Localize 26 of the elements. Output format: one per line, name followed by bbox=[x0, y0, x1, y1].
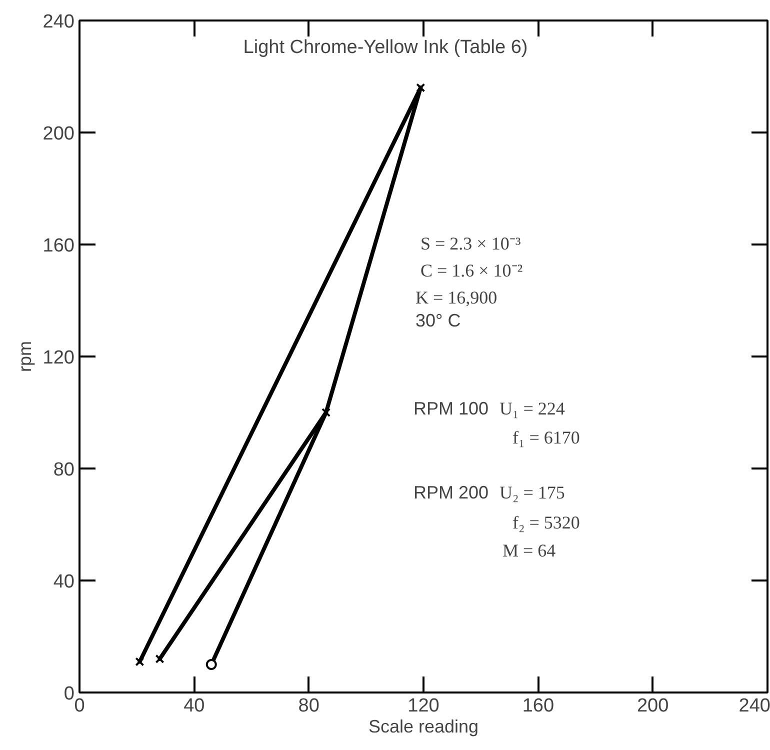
annotation: U₁ = 224 bbox=[500, 398, 565, 418]
y-tick-label: 240 bbox=[42, 12, 74, 32]
y-tick-label: 40 bbox=[53, 572, 75, 592]
x-tick-label: 80 bbox=[298, 696, 320, 716]
x-tick-label: 160 bbox=[522, 696, 554, 716]
annotation: M = 64 bbox=[502, 540, 556, 560]
y-tick-label: 200 bbox=[42, 124, 74, 144]
x-axis-title: Scale reading bbox=[368, 716, 479, 736]
text: Light Chrome-Yellow Ink (Table 6) bbox=[243, 37, 528, 58]
y-axis-title: rpm bbox=[14, 341, 35, 372]
x-tick-label: 240 bbox=[738, 696, 770, 716]
annotation: RPM 100 bbox=[414, 398, 489, 418]
annotation: f₁ = 6170 bbox=[512, 428, 580, 448]
annotation: C = 1.6 × 10⁻² bbox=[420, 260, 523, 280]
y-tick-label: 80 bbox=[53, 460, 75, 480]
annotation: f₂ = 5320 bbox=[512, 512, 580, 532]
annotation: K = 16,900 bbox=[416, 288, 498, 308]
annotation: RPM 200 bbox=[414, 482, 489, 502]
x-tick-label: 40 bbox=[184, 696, 205, 716]
y-tick-label: 160 bbox=[42, 236, 74, 256]
x-tick-label: 200 bbox=[636, 696, 669, 716]
annotation: S = 2.3 × 10⁻³ bbox=[420, 234, 522, 254]
x-tick-label: 120 bbox=[408, 696, 440, 716]
annotation: 30° C bbox=[416, 310, 461, 330]
annotation: U₂ = 175 bbox=[500, 482, 565, 502]
y-tick-label: 120 bbox=[42, 348, 74, 368]
